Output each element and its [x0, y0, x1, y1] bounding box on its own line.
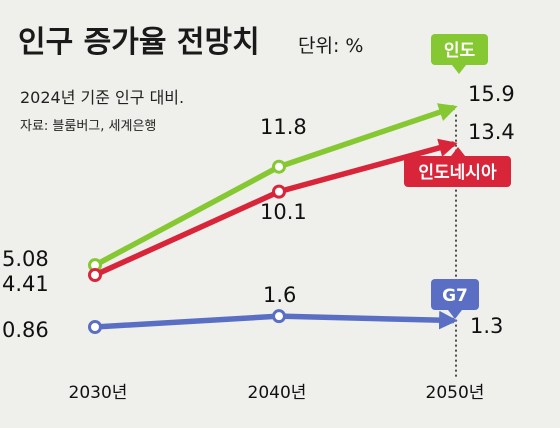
data-point [272, 159, 286, 174]
series-tag-pointer [451, 147, 465, 156]
series-name-label: 인도네시아 [418, 163, 497, 183]
data-label: 4.41 [2, 272, 49, 296]
data-label: 0.86 [2, 318, 49, 342]
source-note: 자료: 블룸버그, 세계은행 [20, 118, 156, 134]
series-tag-pointer [448, 310, 462, 319]
data-label: 1.6 [263, 283, 296, 307]
plot-area: 2030년 2040년 2050년 5.08 11.8 15.9 4.41 10.1 13.4 0… [2, 34, 515, 403]
series-tag: 인도 [431, 34, 488, 74]
series-name-label: 인도 [444, 41, 476, 61]
series-tag-box [404, 156, 511, 187]
data-point [88, 320, 102, 335]
series-tag: G7 [431, 279, 479, 319]
data-label: 1.3 [470, 314, 503, 338]
data-label: 11.8 [260, 115, 307, 139]
chart-subtitle: 2024년 기준 인구 대비. [20, 88, 184, 107]
series-tag: 인도네시아 [404, 147, 511, 187]
series-tag-box [431, 279, 479, 310]
chart-title: 인구 증가율 전망치 [18, 25, 260, 60]
series-tag-pointer [452, 65, 466, 74]
data-label: 13.4 [468, 120, 515, 144]
series-tag-box [431, 34, 488, 65]
data-label: 5.08 [2, 247, 49, 271]
data-label: 15.9 [468, 82, 515, 106]
x-tick-label: 2030년 [69, 383, 128, 403]
x-tick-label: 2050년 [426, 383, 485, 403]
data-point [272, 309, 286, 324]
data-label: 10.1 [260, 200, 307, 224]
x-tick-label: 2040년 [248, 383, 307, 403]
unit-label: 단위: % [298, 35, 363, 57]
series-name-label: G7 [442, 286, 468, 306]
data-point [272, 184, 286, 199]
data-point [88, 267, 102, 282]
